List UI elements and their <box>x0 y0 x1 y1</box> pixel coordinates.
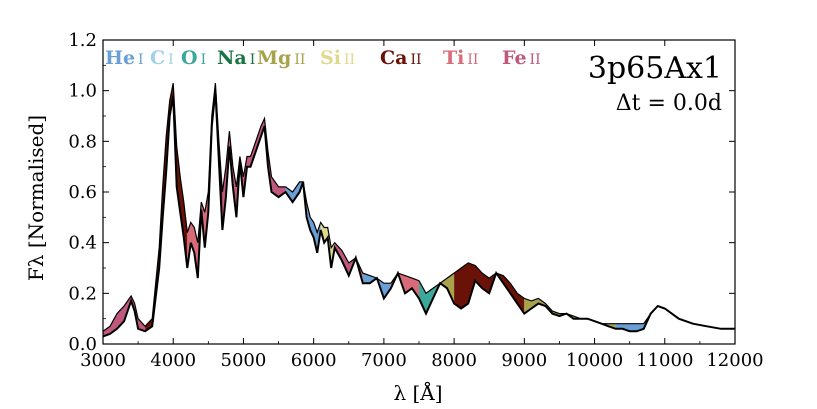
legend-he-i: He I <box>105 47 144 69</box>
x-axis-ticks: 3000 4000 5000 6000 7000 8000 9000 10000 11000 12… <box>80 40 764 371</box>
x-tick-label: 11000 <box>636 350 693 371</box>
ion-band-he-i-14 <box>615 313 651 332</box>
legend-na-i: Na I <box>217 47 255 69</box>
legend-ti-ii: Ti II <box>443 47 478 69</box>
ion-band-ti-ii-2 <box>187 192 209 279</box>
x-tick-label: 6000 <box>291 350 337 371</box>
ion-band-ti-ii-9 <box>390 273 419 299</box>
ion-band-he-i-8 <box>362 273 391 299</box>
y-tick-label: 0.0 <box>68 334 97 355</box>
ion-legend: He I C I O I Na I Mg II Si II Ca II Ti II Fe II <box>105 47 541 69</box>
x-axis-label: λ [Å] <box>393 380 442 405</box>
x-tick-label: 9000 <box>501 350 547 371</box>
y-tick-label: 1.2 <box>68 30 97 51</box>
x-tick-label: 7000 <box>361 350 407 371</box>
ion-band-si-ii-6 <box>320 222 335 268</box>
ion-band-fe-ii-0 <box>103 295 146 337</box>
y-tick-label: 0.2 <box>68 283 97 304</box>
legend-ca-ii: Ca II <box>380 47 422 69</box>
legend-si-ii: Si II <box>320 47 355 69</box>
y-tick-label: 0.6 <box>68 182 97 203</box>
legend-mg-ii: Mg II <box>257 47 305 69</box>
ion-band-ca-ii-1 <box>145 83 188 332</box>
y-tick-label: 0.4 <box>68 233 97 254</box>
x-tick-label: 12000 <box>706 350 763 371</box>
y-axis-label: Fλ [Normalised] <box>24 115 48 281</box>
spectrum-lines <box>102 82 735 338</box>
x-tick-label: 8000 <box>431 350 477 371</box>
ion-band-o-i-10 <box>419 280 441 314</box>
no-ion-spectrum-line <box>102 82 735 332</box>
model-label: 3p65Ax1 <box>588 51 722 86</box>
x-tick-label: 3000 <box>80 350 126 371</box>
time-label: Δt = 0.0d <box>616 91 722 116</box>
x-tick-label: 10000 <box>566 350 623 371</box>
x-tick-label: 5000 <box>221 350 267 371</box>
x-tick-label: 4000 <box>150 350 196 371</box>
y-axis-ticks: 0.0 0.2 0.4 0.6 0.8 1.0 1.2 <box>68 30 735 355</box>
y-tick-label: 0.8 <box>68 131 97 152</box>
legend-fe-ii: Fe II <box>502 47 541 69</box>
spectrum-line <box>102 90 735 338</box>
ion-band-ca-ii-12 <box>454 262 525 314</box>
ion-band-mg-ii-15 <box>650 306 735 329</box>
y-tick-label: 1.0 <box>68 81 97 102</box>
